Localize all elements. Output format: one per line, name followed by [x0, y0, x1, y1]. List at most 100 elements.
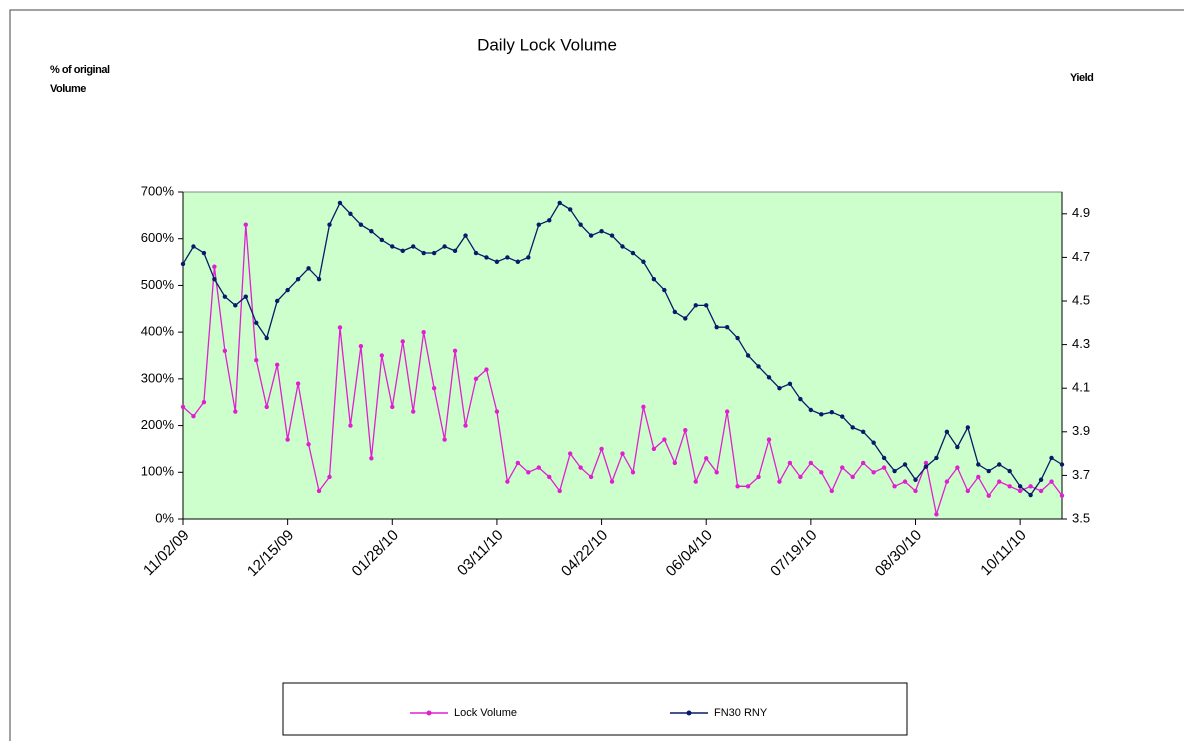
point [212, 277, 217, 282]
point [526, 255, 531, 260]
point [463, 233, 468, 238]
point [902, 462, 908, 467]
point [264, 404, 269, 410]
point [944, 429, 950, 434]
point [860, 460, 866, 466]
point [1007, 484, 1012, 489]
point [473, 250, 479, 256]
point [274, 298, 280, 304]
y2-tick-label: 4.9 [1072, 205, 1090, 220]
point [578, 222, 583, 227]
point [348, 423, 353, 428]
y-tick-label: 100% [141, 464, 175, 479]
point [913, 477, 918, 482]
point [442, 244, 447, 249]
point [484, 255, 489, 260]
point [609, 479, 615, 484]
point [1049, 455, 1054, 461]
legend-marker [686, 710, 692, 716]
point [494, 409, 500, 414]
point [641, 259, 646, 264]
point [683, 428, 688, 433]
point [599, 446, 604, 452]
point [463, 423, 468, 428]
x-tick-label: 12/15/09 [244, 527, 297, 580]
point [515, 259, 521, 264]
point [923, 460, 929, 466]
y-tick-label: 0% [155, 510, 174, 525]
point [379, 237, 385, 243]
point [693, 303, 698, 308]
x-tick-label: 03/11/10 [454, 527, 507, 580]
y2-tick-label: 4.5 [1072, 292, 1090, 307]
point [390, 404, 395, 410]
y2-axis-label: Yield [1070, 72, 1093, 84]
point [1049, 479, 1054, 484]
x-tick-label: 01/28/10 [349, 527, 402, 580]
point [1059, 493, 1065, 498]
point [421, 329, 426, 335]
point [1028, 492, 1033, 498]
frame [9, 9, 1184, 741]
point [819, 412, 824, 417]
point [714, 324, 719, 330]
point [180, 404, 186, 410]
point [892, 484, 897, 489]
point [965, 488, 971, 494]
point [233, 409, 238, 414]
point [306, 442, 311, 447]
point [505, 255, 510, 260]
point [180, 261, 186, 267]
point [808, 407, 814, 413]
point [274, 362, 280, 368]
y-tick-label: 300% [141, 370, 175, 385]
point [724, 409, 730, 414]
point [411, 244, 416, 249]
point [976, 474, 981, 480]
chart-title: Daily Lock Volume [477, 35, 617, 54]
point [295, 277, 301, 282]
point [892, 468, 897, 474]
point [337, 200, 343, 206]
point [829, 409, 834, 415]
point [881, 455, 887, 461]
point [1059, 462, 1065, 467]
point [536, 222, 541, 227]
legend-label: Lock Volume [454, 707, 517, 719]
y2-tick-label: 3.5 [1072, 510, 1090, 525]
point [787, 460, 793, 466]
y2-tick-label: 4.7 [1072, 249, 1090, 264]
point [400, 248, 405, 254]
point [264, 335, 269, 341]
point [567, 451, 573, 456]
y-axis-label: % of original Volume [50, 64, 110, 95]
point [714, 470, 719, 475]
point [620, 451, 625, 456]
point [442, 437, 447, 442]
x-tick-label: 10/11/10 [977, 527, 1030, 580]
point [369, 456, 374, 461]
y-tick-label: 600% [141, 230, 175, 245]
y-tick-label: 200% [141, 417, 175, 432]
point [798, 474, 803, 480]
point [1038, 477, 1044, 482]
point [1007, 468, 1012, 474]
point [390, 244, 395, 249]
point [526, 470, 531, 475]
point [588, 233, 594, 238]
point [1028, 484, 1033, 489]
point [201, 400, 207, 405]
point [986, 468, 991, 474]
point [735, 484, 740, 489]
point [431, 386, 437, 391]
legend [282, 682, 908, 736]
point [986, 493, 991, 498]
point [254, 320, 259, 325]
point [452, 348, 458, 354]
point [327, 474, 332, 480]
point [295, 381, 301, 386]
y2-tick-label: 4.3 [1072, 336, 1090, 351]
point [557, 488, 562, 494]
y2-tick-label: 4.1 [1072, 380, 1090, 395]
point [630, 470, 636, 475]
